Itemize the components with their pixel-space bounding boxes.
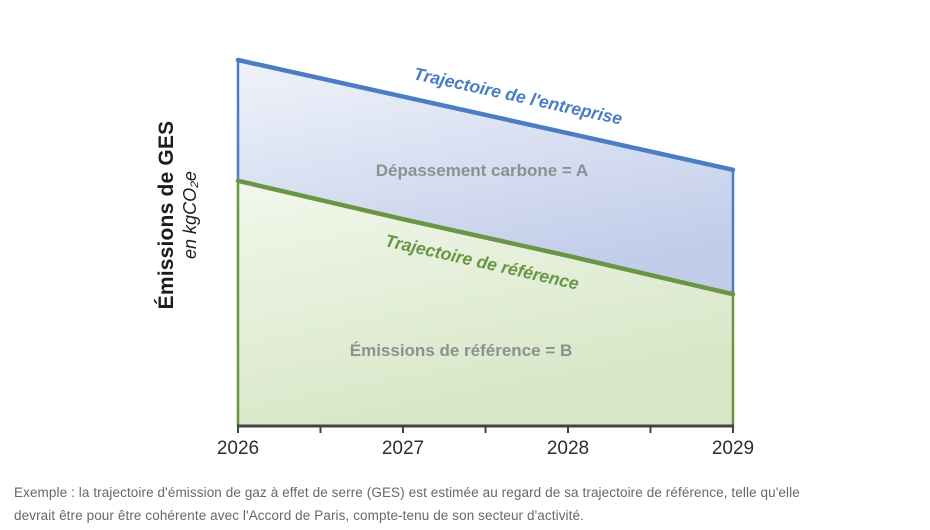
x-tick-label-2026: 2026	[216, 438, 260, 459]
y-axis-title: Émissions de GES en kgCO₂e	[155, 65, 201, 365]
caption-line-1: Exemple : la trajectoire d'émission de g…	[14, 485, 800, 500]
x-tick-label-2027: 2027	[381, 438, 425, 459]
reference-area-label: Émissions de référence = B	[349, 341, 573, 360]
x-tick-label-2028: 2028	[546, 438, 590, 459]
y-axis-title-main: Émissions de GES	[155, 120, 178, 310]
reference-trajectory-line	[235, 178, 736, 297]
emissions-chart: Émissions de GES en kgCO₂e Trajectoire d…	[155, 57, 755, 459]
chart-canvas	[235, 57, 736, 433]
x-tick-label-2029: 2029	[711, 438, 755, 459]
caption-line-2: devrait être pour être cohérente avec l'…	[14, 508, 584, 523]
company-trajectory-line	[235, 57, 736, 173]
overshoot-area-label: Dépassement carbone = A	[375, 161, 589, 180]
y-axis-title-unit: en kgCO₂e	[180, 171, 200, 259]
figure-caption: Exemple : la trajectoire d'émission de g…	[14, 481, 919, 527]
x-axis-ticks	[237, 426, 734, 433]
